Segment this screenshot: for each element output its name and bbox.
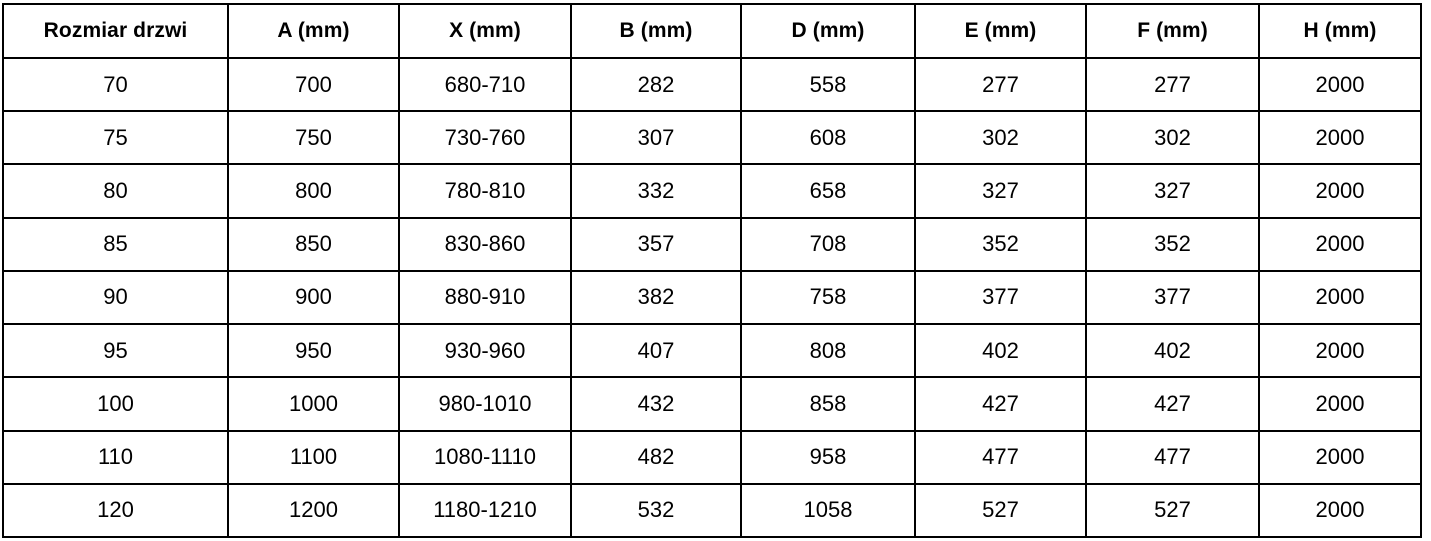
cell-r4-c7: 2000 <box>1258 269 1422 326</box>
cell-r8-c0: 120 <box>2 482 229 539</box>
column-header-0: Rozmiar drzwi <box>2 3 229 59</box>
cell-r2-c2: 780-810 <box>398 163 572 219</box>
column-header-6: F (mm) <box>1085 3 1260 59</box>
cell-r4-c1: 900 <box>227 269 400 326</box>
cell-r7-c4: 958 <box>740 429 916 485</box>
cell-r2-c5: 327 <box>914 163 1087 219</box>
cell-r4-c5: 377 <box>914 269 1087 326</box>
table-row: 120 1200 1180-1210 532 1058 527 527 2000 <box>2 482 1422 539</box>
cell-r3-c5: 352 <box>914 216 1087 272</box>
cell-r0-c6: 277 <box>1085 56 1260 113</box>
cell-r3-c2: 830-860 <box>398 216 572 272</box>
table-row: 85 850 830-860 357 708 352 352 2000 <box>2 216 1422 272</box>
cell-r0-c0: 70 <box>2 56 229 113</box>
cell-r8-c5: 527 <box>914 482 1087 539</box>
cell-r6-c0: 100 <box>2 376 229 432</box>
cell-r2-c1: 800 <box>227 163 400 219</box>
cell-r3-c7: 2000 <box>1258 216 1422 272</box>
cell-r4-c2: 880-910 <box>398 269 572 326</box>
door-size-specification-table: Rozmiar drzwi A (mm) X (mm) B (mm) D (mm) E (… <box>2 3 1422 539</box>
cell-r8-c1: 1200 <box>227 482 400 539</box>
table-row: 70 700 680-710 282 558 277 277 2000 <box>2 56 1422 113</box>
cell-r5-c3: 407 <box>570 323 742 379</box>
cell-r7-c0: 110 <box>2 429 229 485</box>
cell-r7-c3: 482 <box>570 429 742 485</box>
cell-r0-c4: 558 <box>740 56 916 113</box>
cell-r3-c0: 85 <box>2 216 229 272</box>
column-header-1: A (mm) <box>227 3 400 59</box>
table-row: 95 950 930-960 407 808 402 402 2000 <box>2 323 1422 379</box>
cell-r6-c1: 1000 <box>227 376 400 432</box>
cell-r4-c0: 90 <box>2 269 229 326</box>
cell-r3-c4: 708 <box>740 216 916 272</box>
cell-r7-c6: 477 <box>1085 429 1260 485</box>
cell-r6-c6: 427 <box>1085 376 1260 432</box>
cell-r7-c5: 477 <box>914 429 1087 485</box>
cell-r0-c1: 700 <box>227 56 400 113</box>
cell-r7-c1: 1100 <box>227 429 400 485</box>
cell-r2-c0: 80 <box>2 163 229 219</box>
cell-r5-c6: 402 <box>1085 323 1260 379</box>
cell-r6-c7: 2000 <box>1258 376 1422 432</box>
cell-r0-c3: 282 <box>570 56 742 113</box>
cell-r1-c2: 730-760 <box>398 110 572 166</box>
cell-r5-c5: 402 <box>914 323 1087 379</box>
table-row: 80 800 780-810 332 658 327 327 2000 <box>2 163 1422 219</box>
cell-r1-c3: 307 <box>570 110 742 166</box>
column-header-3: B (mm) <box>570 3 742 59</box>
cell-r7-c7: 2000 <box>1258 429 1422 485</box>
cell-r6-c3: 432 <box>570 376 742 432</box>
cell-r0-c2: 680-710 <box>398 56 572 113</box>
cell-r0-c5: 277 <box>914 56 1087 113</box>
table-row: 75 750 730-760 307 608 302 302 2000 <box>2 110 1422 166</box>
cell-r5-c0: 95 <box>2 323 229 379</box>
cell-r7-c2: 1080-1110 <box>398 429 572 485</box>
cell-r6-c5: 427 <box>914 376 1087 432</box>
column-header-4: D (mm) <box>740 3 916 59</box>
cell-r5-c2: 930-960 <box>398 323 572 379</box>
column-header-2: X (mm) <box>398 3 572 59</box>
cell-r3-c6: 352 <box>1085 216 1260 272</box>
table-body: 70 700 680-710 282 558 277 277 2000 75 750 730-760… <box>2 56 1422 539</box>
table-row: 100 1000 980-1010 432 858 427 427 2000 <box>2 376 1422 432</box>
cell-r8-c6: 527 <box>1085 482 1260 539</box>
cell-r1-c0: 75 <box>2 110 229 166</box>
cell-r2-c7: 2000 <box>1258 163 1422 219</box>
cell-r1-c1: 750 <box>227 110 400 166</box>
cell-r5-c4: 808 <box>740 323 916 379</box>
table-row: 110 1100 1080-1110 482 958 477 477 2000 <box>2 429 1422 485</box>
column-header-5: E (mm) <box>914 3 1087 59</box>
cell-r8-c3: 532 <box>570 482 742 539</box>
cell-r0-c7: 2000 <box>1258 56 1422 113</box>
cell-r6-c2: 980-1010 <box>398 376 572 432</box>
column-header-7: H (mm) <box>1258 3 1422 59</box>
cell-r3-c3: 357 <box>570 216 742 272</box>
cell-r1-c6: 302 <box>1085 110 1260 166</box>
cell-r3-c1: 850 <box>227 216 400 272</box>
cell-r8-c7: 2000 <box>1258 482 1422 539</box>
cell-r2-c3: 332 <box>570 163 742 219</box>
cell-r5-c1: 950 <box>227 323 400 379</box>
cell-r2-c6: 327 <box>1085 163 1260 219</box>
cell-r2-c4: 658 <box>740 163 916 219</box>
cell-r8-c2: 1180-1210 <box>398 482 572 539</box>
cell-r4-c6: 377 <box>1085 269 1260 326</box>
cell-r1-c4: 608 <box>740 110 916 166</box>
cell-r4-c3: 382 <box>570 269 742 326</box>
cell-r6-c4: 858 <box>740 376 916 432</box>
table-row: 90 900 880-910 382 758 377 377 2000 <box>2 269 1422 326</box>
cell-r1-c7: 2000 <box>1258 110 1422 166</box>
cell-r8-c4: 1058 <box>740 482 916 539</box>
spec-table-container: Rozmiar drzwi A (mm) X (mm) B (mm) D (mm) E (… <box>2 3 1422 539</box>
table-header-row: Rozmiar drzwi A (mm) X (mm) B (mm) D (mm) E (… <box>2 3 1422 59</box>
cell-r1-c5: 302 <box>914 110 1087 166</box>
cell-r4-c4: 758 <box>740 269 916 326</box>
cell-r5-c7: 2000 <box>1258 323 1422 379</box>
